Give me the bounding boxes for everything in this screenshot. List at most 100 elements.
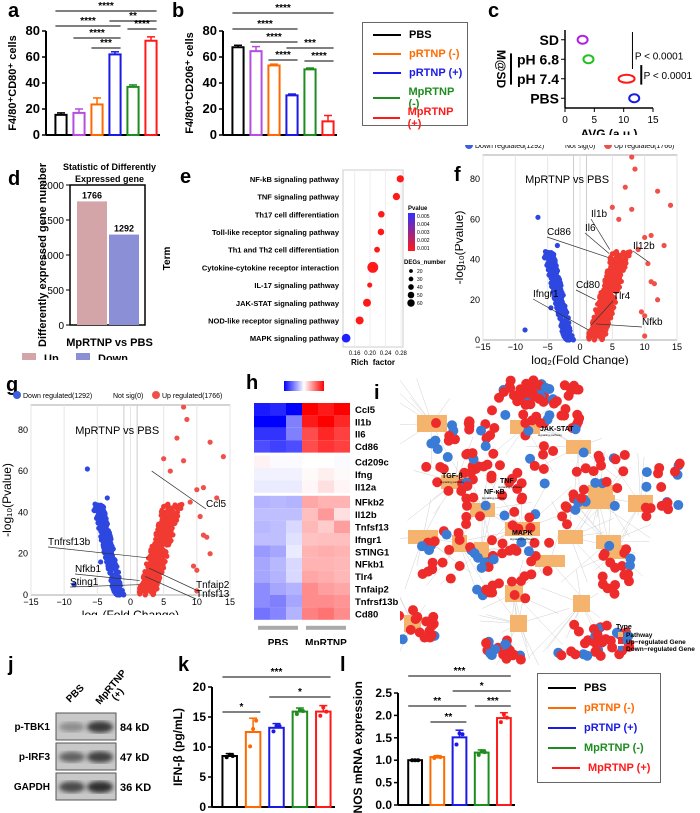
down-point <box>103 529 109 535</box>
legend-label: Down <box>98 353 128 360</box>
colorbar-label: 0.001 <box>417 246 430 252</box>
up-gene-node <box>414 627 425 638</box>
up-gene-node <box>596 460 607 471</box>
up-gene-node <box>481 638 492 649</box>
heatmap-cell <box>334 403 350 416</box>
up-gene-node <box>525 399 536 410</box>
legend-line <box>552 767 580 769</box>
down-gene-node <box>442 452 453 463</box>
up-point <box>604 310 610 316</box>
down-gene-node <box>544 410 555 421</box>
down-point <box>109 575 116 581</box>
down-gene-node <box>641 467 652 478</box>
bar <box>144 39 158 136</box>
term-label: MAPK signaling pathway <box>250 334 340 343</box>
bubble <box>367 261 379 273</box>
up-gene-node <box>538 463 549 474</box>
pathway-node <box>510 615 527 632</box>
data-point <box>410 758 415 763</box>
up-point <box>612 299 619 305</box>
up-gene-node <box>590 637 601 648</box>
up-point <box>146 566 152 572</box>
up-gene-node <box>525 522 536 533</box>
up-gene-node <box>454 561 465 572</box>
heatmap-cell <box>254 607 270 620</box>
heatmap-cell <box>302 495 318 509</box>
y-tick-label: 500 <box>47 286 64 297</box>
up-gene-node <box>461 519 472 530</box>
heatmap-cell <box>254 582 270 595</box>
heatmap-cell <box>254 545 270 558</box>
up-gene-node <box>572 409 583 420</box>
up-point <box>161 456 167 462</box>
bubble <box>367 282 373 288</box>
up-point <box>645 260 651 267</box>
legend-swatch <box>22 353 36 360</box>
heatmap-cell <box>334 508 350 521</box>
up-gene-node <box>474 511 485 522</box>
data-point <box>504 715 509 720</box>
up-point <box>159 555 165 561</box>
heatmap-cell <box>286 520 302 533</box>
y-axis-label: IFN-β (pg/mL) <box>171 708 185 786</box>
up-gene-node <box>607 642 618 653</box>
chart-title: MpRTNP vs PBS <box>75 425 159 437</box>
plot-frame <box>342 169 404 348</box>
heatmap-cell <box>254 557 270 571</box>
legend-label: Not sig(0) <box>113 393 143 400</box>
heatmap-cell <box>270 495 286 509</box>
term-label: NF-kB signaling pathway <box>250 175 340 184</box>
protein-band <box>87 721 113 733</box>
up-gene-node <box>548 446 559 457</box>
up-gene-node <box>486 535 497 546</box>
legend-swatch <box>76 353 90 360</box>
label-leader <box>148 567 197 591</box>
up-point <box>651 281 657 287</box>
up-gene-node <box>618 466 629 477</box>
up-point <box>617 269 623 275</box>
bar <box>221 755 238 808</box>
bar <box>126 85 140 136</box>
size-legend-label: 20 <box>417 269 423 275</box>
colorbar-label: 0.005 <box>417 214 430 220</box>
up-gene-node <box>542 565 553 576</box>
down-point <box>541 254 548 261</box>
heatmap-cell <box>334 468 350 481</box>
up-point <box>140 574 147 580</box>
significance-label: **** <box>257 19 273 30</box>
heatmap-cell <box>318 508 334 521</box>
up-gene-node <box>493 392 504 403</box>
row-label: Cd86 <box>355 442 378 453</box>
up-gene-node <box>529 537 540 548</box>
significance-label: **** <box>80 16 96 27</box>
panel-label-c: c <box>488 0 500 22</box>
down-gene-node <box>673 500 684 511</box>
up-point <box>204 534 210 540</box>
lane-label: MpRTNP <box>94 668 129 707</box>
x-tick-label: −15 <box>23 597 38 607</box>
legend-item: MpRTNP (-) <box>548 742 644 754</box>
up-point <box>615 281 621 288</box>
up-point <box>622 184 628 190</box>
heatmap-colorbar <box>284 381 324 391</box>
up-gene-node <box>429 536 440 547</box>
up-point <box>160 562 166 568</box>
heatmap-cell <box>318 570 334 583</box>
heatmap-cell <box>302 607 318 620</box>
up-point <box>602 296 608 302</box>
p-annotation: P < 0.0001 <box>644 71 693 82</box>
heatmap-cell <box>270 595 286 608</box>
heatmap-cell <box>302 403 318 416</box>
label-leader <box>546 236 609 258</box>
heatmap-cell <box>254 533 270 546</box>
heatmap-cell <box>318 415 334 428</box>
up-gene-node <box>520 593 531 604</box>
up-point <box>207 439 213 445</box>
up-gene-node <box>438 463 449 474</box>
down-point <box>96 509 102 516</box>
label-leader <box>532 298 589 331</box>
violin <box>628 93 641 104</box>
down-point <box>118 587 124 593</box>
up-point <box>220 454 226 460</box>
